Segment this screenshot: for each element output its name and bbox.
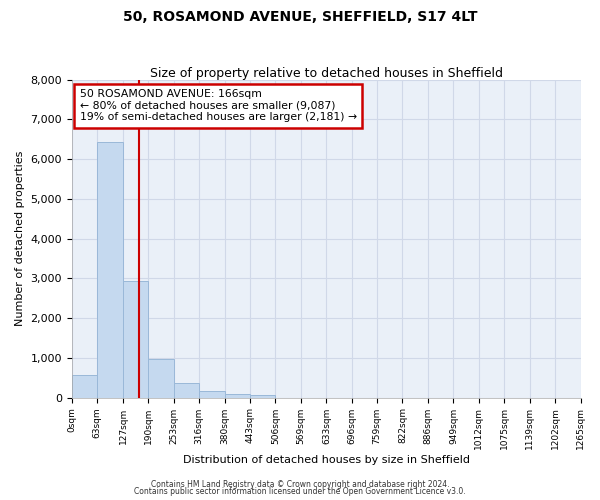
Title: Size of property relative to detached houses in Sheffield: Size of property relative to detached ho… xyxy=(150,66,503,80)
Text: 50 ROSAMOND AVENUE: 166sqm
← 80% of detached houses are smaller (9,087)
19% of s: 50 ROSAMOND AVENUE: 166sqm ← 80% of deta… xyxy=(80,89,356,122)
X-axis label: Distribution of detached houses by size in Sheffield: Distribution of detached houses by size … xyxy=(183,455,470,465)
Text: 50, ROSAMOND AVENUE, SHEFFIELD, S17 4LT: 50, ROSAMOND AVENUE, SHEFFIELD, S17 4LT xyxy=(123,10,477,24)
Text: Contains HM Land Registry data © Crown copyright and database right 2024.: Contains HM Land Registry data © Crown c… xyxy=(151,480,449,489)
Bar xyxy=(72,376,97,398)
Bar xyxy=(173,383,199,398)
Bar xyxy=(224,394,250,398)
Bar xyxy=(199,390,224,398)
Bar xyxy=(97,142,123,398)
Bar xyxy=(250,394,275,398)
Y-axis label: Number of detached properties: Number of detached properties xyxy=(15,151,25,326)
Text: Contains public sector information licensed under the Open Government Licence v3: Contains public sector information licen… xyxy=(134,487,466,496)
Bar xyxy=(148,358,173,398)
Bar xyxy=(123,281,148,398)
